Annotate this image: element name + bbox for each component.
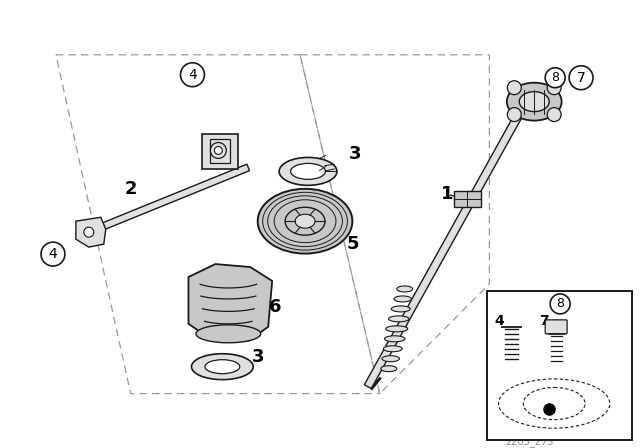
FancyBboxPatch shape — [545, 320, 567, 334]
Ellipse shape — [391, 306, 410, 312]
Ellipse shape — [258, 189, 353, 254]
Ellipse shape — [205, 360, 240, 374]
Ellipse shape — [388, 316, 409, 322]
Ellipse shape — [279, 157, 337, 185]
Text: 1: 1 — [442, 185, 454, 203]
Circle shape — [214, 146, 222, 155]
Circle shape — [508, 108, 521, 121]
Ellipse shape — [519, 92, 549, 112]
Text: 7: 7 — [540, 314, 549, 328]
Text: 4: 4 — [188, 68, 197, 82]
Text: 8: 8 — [556, 297, 564, 310]
Ellipse shape — [196, 325, 260, 343]
Circle shape — [547, 81, 561, 95]
Ellipse shape — [397, 286, 413, 292]
Circle shape — [508, 81, 521, 95]
Text: 7: 7 — [577, 71, 586, 85]
Text: 4: 4 — [495, 314, 504, 328]
Text: 8: 8 — [551, 71, 559, 84]
Ellipse shape — [381, 366, 397, 372]
Ellipse shape — [385, 336, 405, 342]
Circle shape — [84, 227, 94, 237]
Circle shape — [569, 66, 593, 90]
Text: 6: 6 — [269, 298, 282, 316]
Polygon shape — [88, 164, 250, 235]
Text: 5: 5 — [347, 235, 359, 253]
Text: 4: 4 — [49, 247, 58, 261]
Circle shape — [41, 242, 65, 266]
Circle shape — [211, 142, 227, 159]
Ellipse shape — [295, 214, 315, 228]
Text: 2205_273: 2205_273 — [505, 436, 554, 447]
Circle shape — [550, 294, 570, 314]
Circle shape — [180, 63, 204, 87]
Bar — [454, 191, 481, 207]
Polygon shape — [364, 98, 531, 388]
FancyBboxPatch shape — [202, 134, 238, 169]
Circle shape — [547, 108, 561, 121]
Ellipse shape — [386, 326, 408, 332]
Text: 3: 3 — [252, 348, 264, 366]
Text: 3: 3 — [349, 146, 361, 164]
Text: 2: 2 — [124, 181, 137, 198]
Circle shape — [545, 68, 565, 88]
Ellipse shape — [394, 296, 412, 302]
Ellipse shape — [383, 346, 402, 352]
Bar — [211, 139, 230, 164]
FancyBboxPatch shape — [488, 291, 632, 440]
Polygon shape — [188, 264, 272, 341]
Ellipse shape — [191, 354, 253, 379]
Ellipse shape — [291, 164, 326, 179]
Polygon shape — [76, 217, 106, 247]
Ellipse shape — [507, 83, 562, 121]
Ellipse shape — [382, 356, 399, 362]
Ellipse shape — [285, 207, 325, 235]
